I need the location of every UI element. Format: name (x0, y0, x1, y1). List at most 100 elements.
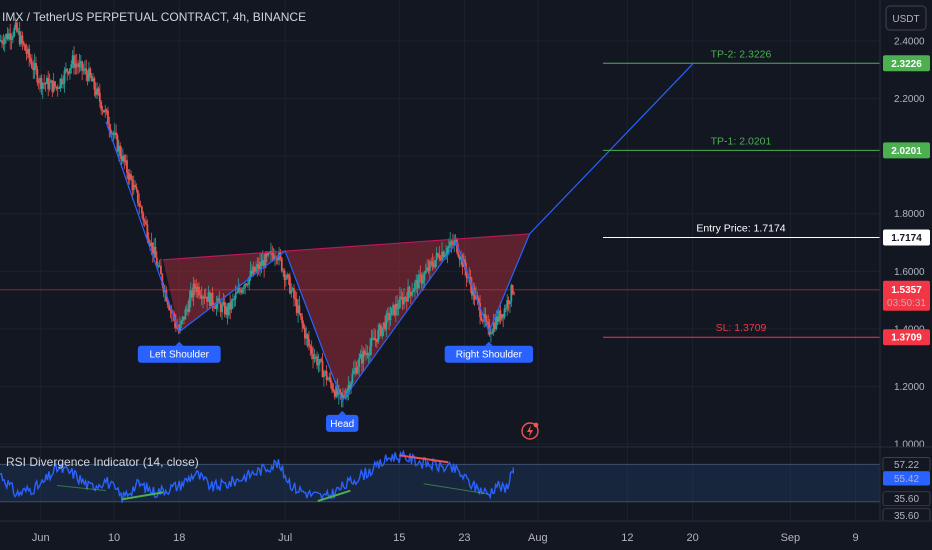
candle (202, 294, 204, 309)
candle (100, 100, 103, 115)
candle (155, 251, 158, 267)
candle (328, 372, 331, 382)
candle-body (492, 322, 495, 332)
candle-body (222, 301, 225, 305)
candle-body (223, 301, 226, 315)
candle-body (160, 265, 162, 275)
candle (504, 304, 507, 313)
candle-body (2, 42, 5, 45)
candle (96, 82, 98, 99)
candle (394, 296, 397, 323)
candle-body (511, 285, 514, 294)
candle-body (513, 293, 515, 295)
candle-body (232, 299, 234, 301)
candle-body (328, 377, 331, 380)
candle (86, 70, 89, 86)
candle (160, 258, 162, 275)
candle-body (215, 303, 218, 309)
candle-body (431, 261, 434, 266)
lightning-alert-icon[interactable] (521, 422, 539, 440)
pattern-shading (162, 233, 530, 401)
candle-body (405, 297, 408, 302)
candle-body (207, 292, 210, 302)
currency-button-label[interactable]: USDT (892, 14, 919, 25)
candle (291, 286, 294, 292)
candle-body (442, 251, 445, 257)
candle (54, 80, 56, 90)
candle (142, 211, 145, 226)
candle (154, 237, 157, 258)
candle (245, 282, 248, 287)
candle (432, 256, 435, 270)
candle-body (185, 308, 188, 310)
candle-body (188, 298, 191, 312)
candle (449, 231, 452, 249)
candle (405, 292, 408, 310)
candle-body (100, 101, 103, 110)
candle (16, 19, 18, 34)
candle (101, 105, 104, 116)
time-scale[interactable] (0, 521, 932, 550)
candle-body (139, 206, 142, 208)
candle-body (316, 356, 318, 366)
candle-body (214, 307, 217, 309)
candle (399, 287, 401, 309)
candle-body (47, 78, 50, 90)
candle (145, 216, 147, 226)
candle (280, 256, 283, 273)
candle-body (252, 266, 255, 275)
date-tick-label: 23 (458, 532, 470, 544)
candle (20, 30, 22, 47)
candle (423, 270, 426, 289)
candle-body (124, 160, 127, 163)
candle (428, 259, 431, 281)
rsi-pane[interactable] (0, 449, 880, 503)
candle-body (16, 22, 18, 32)
candle (401, 291, 404, 310)
candle (83, 60, 86, 76)
price-tag-text-sl: 1.3709 (891, 333, 922, 344)
candle-body (272, 255, 275, 260)
candle-body (226, 306, 229, 316)
candle-body (411, 292, 414, 296)
candle-body (70, 64, 73, 69)
candle-body (284, 278, 287, 280)
candle-body (130, 174, 132, 180)
level-label-entry: Entry Price: 1.7174 (696, 223, 785, 235)
candle-body (407, 287, 409, 302)
candle-body (45, 78, 48, 84)
candle-body (335, 385, 338, 397)
candle (240, 286, 242, 296)
candle (94, 82, 97, 99)
candle (141, 205, 143, 219)
time-axis: Jun 10 18 Jul 15 23 Aug 12 20 Sep 9 (32, 532, 859, 544)
candle-body (233, 298, 236, 300)
candle-body (41, 83, 44, 89)
candle-body (79, 61, 82, 64)
currency-button[interactable] (885, 5, 927, 31)
candle-body (487, 322, 490, 326)
candle-body (432, 265, 435, 267)
candle (348, 380, 351, 395)
candle (67, 71, 70, 76)
candle-body (153, 246, 156, 255)
candle-body (116, 135, 119, 152)
candle (329, 370, 332, 389)
candle-body (255, 267, 257, 272)
candle (385, 310, 388, 337)
candle (104, 104, 107, 118)
candle-body (283, 270, 286, 280)
candle-body (401, 297, 404, 305)
candle (206, 296, 208, 310)
pattern-label: Head (326, 410, 359, 432)
candle (509, 300, 511, 314)
candle-body (347, 385, 350, 391)
candle-body (168, 304, 170, 310)
candle (151, 242, 154, 263)
candle (365, 344, 367, 361)
candle-body (90, 76, 93, 82)
candle-body (113, 132, 116, 135)
candle-body (294, 298, 297, 300)
